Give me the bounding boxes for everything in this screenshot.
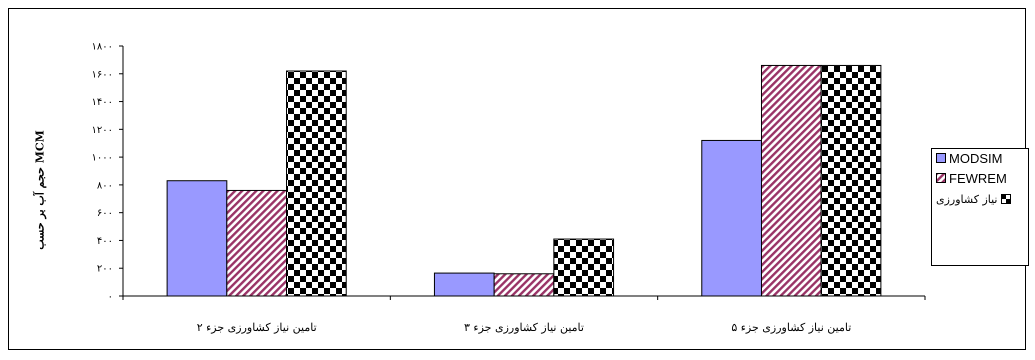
y-tick-label: ۱۸۰۰ <box>92 42 113 53</box>
legend-swatch-fewrem <box>936 173 946 183</box>
x-tick-label: تامین نیاز کشاورزی جزء ۲ <box>197 321 317 334</box>
legend-item-modsim: MODSIM <box>936 149 1002 167</box>
legend-label-modsim: MODSIM <box>949 150 1003 166</box>
y-tick-label: ۸۰۰ <box>97 180 113 191</box>
x-tick-label: تامین نیاز کشاورزی جزء ۳ <box>464 321 584 334</box>
y-ticks: ۰ ۲۰۰ ۴۰۰ ۶۰۰ ۸۰۰ ۱۰۰۰ ۱۲۰۰ ۱۴۰۰ ۱۶۰۰ ۱۸۰۰ <box>92 42 123 303</box>
legend-item-demand: نیاز کشاورزی <box>936 190 1011 208</box>
y-tick-label: ۰ <box>108 292 113 303</box>
x-tick-label: تامین نیاز کشاورزی جزء ۵ <box>731 321 851 334</box>
bar-fewrem <box>226 189 288 297</box>
legend-item-fewrem: FEWREM <box>936 169 1007 187</box>
y-axis-title: حجم آب بر حسب MCM <box>33 130 47 250</box>
legend-swatch-demand <box>1000 194 1011 204</box>
bar-fewrem <box>493 273 555 297</box>
bar-demand <box>553 238 615 297</box>
legend-swatch-modsim <box>936 153 946 163</box>
y-tick-label: ۱۴۰۰ <box>92 97 113 108</box>
bar-demand <box>820 64 882 297</box>
legend-label-demand: نیاز کشاورزی <box>936 192 998 206</box>
y-tick-label: ۶۰۰ <box>97 208 113 219</box>
y-tick-label: ۴۰۰ <box>97 236 113 247</box>
bar-fewrem <box>760 64 822 297</box>
bar-modsim <box>166 180 228 297</box>
legend-label-fewrem: FEWREM <box>949 170 1007 186</box>
y-tick-label: ۱۰۰۰ <box>92 153 113 164</box>
bar-modsim <box>433 272 495 297</box>
legend: MODSIM FEWREM نیاز کشاورزی <box>931 148 1029 266</box>
y-tick-label: ۲۰۰ <box>97 264 113 275</box>
x-tick-labels: تامین نیاز کشاورزی جزء ۲ تامین نیاز کشاور… <box>122 296 926 334</box>
bar-modsim <box>701 139 762 297</box>
bars <box>166 64 882 297</box>
y-tick-label: ۱۲۰۰ <box>92 125 113 136</box>
bar-demand <box>286 70 347 297</box>
y-tick-label: ۱۶۰۰ <box>92 69 113 80</box>
